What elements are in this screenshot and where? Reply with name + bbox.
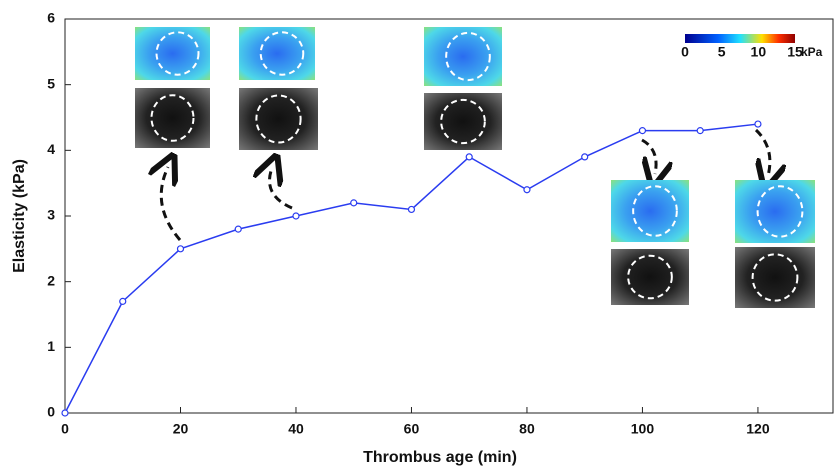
colorbar-tick-label: 0 [681, 44, 689, 60]
inset [135, 27, 210, 148]
data-point [696, 127, 704, 135]
ultrasound-image [735, 247, 815, 308]
x-tick-label: 60 [404, 421, 420, 437]
y-tick-label: 1 [47, 338, 55, 354]
y-tick-label: 5 [47, 75, 55, 91]
y-tick-label: 6 [47, 10, 55, 26]
y-tick-label: 3 [47, 207, 55, 223]
roi-outline [627, 254, 673, 300]
data-point [292, 212, 300, 220]
x-tick-label: 20 [173, 421, 189, 437]
arrow [161, 167, 182, 241]
colorbar-tick-label: 5 [718, 44, 726, 60]
ultrasound-image [611, 249, 689, 305]
roi-outline [632, 185, 678, 237]
y-tick-label: 2 [47, 272, 55, 288]
x-tick-label: 80 [519, 421, 535, 437]
x-tick-label: 40 [288, 421, 304, 437]
roi-outline [155, 31, 200, 76]
data-point [119, 297, 127, 305]
ultrasound-image [239, 88, 318, 150]
y-axis-label: Elasticity (kPa) [11, 159, 28, 273]
x-tick-label: 100 [631, 421, 655, 437]
arrows [161, 128, 770, 241]
inset [424, 27, 502, 150]
roi-outline [756, 185, 804, 238]
inset [239, 27, 318, 150]
data-point [234, 225, 242, 233]
roi-outline [445, 31, 491, 82]
x-axis-label: Thrombus age (min) [363, 449, 517, 466]
roi-outline [751, 253, 799, 302]
colorbar-label: kPa [801, 45, 823, 59]
data-point [638, 127, 647, 135]
roi-outline [150, 94, 195, 142]
colorbar [685, 34, 795, 43]
data-point [350, 199, 358, 207]
inset [611, 180, 689, 305]
data-point [465, 153, 473, 161]
y-tick-label: 4 [47, 141, 55, 157]
inset [735, 180, 815, 308]
colorbar-tick-label: 15 [787, 44, 803, 60]
roi-outline [255, 94, 302, 144]
data-point [581, 153, 589, 161]
roi-outline [440, 98, 486, 145]
data-point [523, 186, 531, 194]
data-point [754, 120, 762, 128]
roi-outline [259, 31, 305, 76]
ultrasound-image [424, 93, 502, 150]
data-point [176, 245, 185, 253]
data-point [61, 409, 69, 417]
x-tick-label: 0 [61, 421, 69, 437]
y-tick-label: 0 [47, 404, 55, 420]
data-point [407, 205, 416, 214]
colorbar-tick-label: 10 [751, 44, 767, 60]
arrow [642, 138, 656, 174]
arrow [270, 168, 293, 210]
arrow [756, 128, 770, 176]
x-tick-label: 120 [746, 421, 770, 437]
ultrasound-image [135, 88, 210, 148]
